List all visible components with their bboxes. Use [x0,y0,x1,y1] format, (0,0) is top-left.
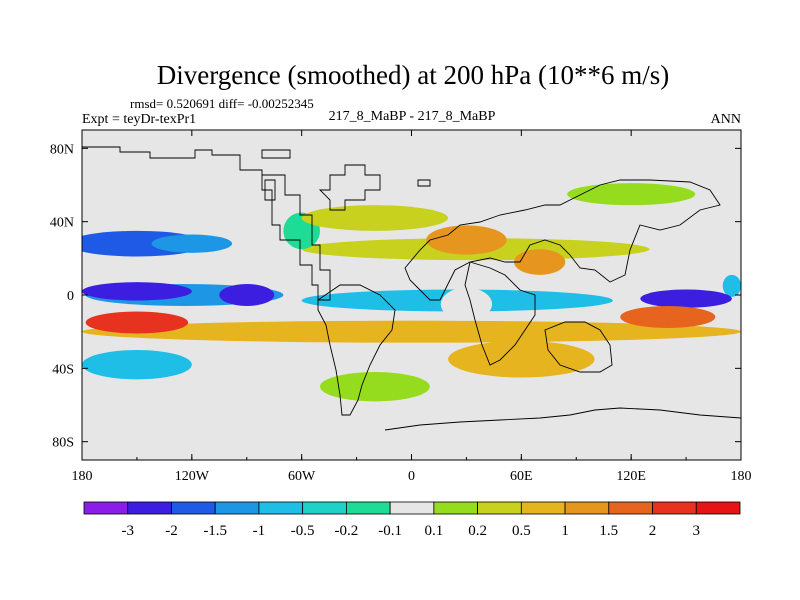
contour-blob [426,225,507,255]
x-tick-label: 180 [731,469,752,484]
colorbar-swatch [564,501,610,515]
contour-blob [85,311,189,334]
colorbar-swatch [345,501,391,515]
colorbar-label: -0.1 [378,523,402,539]
colorbar-swatch [695,501,741,515]
contour-blob [319,372,430,402]
stats-label: rmsd= 0.520691 diff= -0.00252345 [130,96,314,111]
x-tick-label: 120E [616,469,646,484]
colorbar-label: -0.5 [291,523,315,539]
colorbar-swatch [83,501,129,515]
coastlines [82,146,741,431]
colorbar-swatch [389,501,435,515]
colorbar-label: -2 [165,523,178,539]
coastline-south-america [317,284,396,416]
contour-blob [440,287,493,321]
contour-band [82,320,741,343]
contour-blob [301,205,449,231]
coastline-greenland [318,164,381,211]
colorbar-label: 2 [649,523,657,539]
colorbar-swatch [433,501,479,515]
contour-blob [620,306,716,328]
contour-blob [82,350,192,380]
colorbar-label: -1 [253,523,266,539]
case-label: 217_8_MaBP - 217_8_MaBP [329,109,496,124]
colorbar-swatch [477,501,522,515]
y-axis: 80N 40N 0 40S 80S [50,142,741,451]
colorbar-swatch [652,501,697,515]
x-tick-label: 120W [175,469,210,484]
x-tick-label: 60E [510,469,533,484]
contour-blob [448,340,595,378]
coastline-antarctica [384,407,741,431]
colorbar-label: 0.1 [424,523,443,539]
contour-blob [640,289,732,308]
x-tick-label: 60W [288,469,316,484]
coastline-eurasia-africa [404,179,721,301]
y-tick-label: 80S [52,436,74,451]
colorbar-label: 1.5 [599,523,618,539]
plot-area [82,130,741,460]
coastline-arctic-islands [261,149,431,187]
x-axis: 180 120W 60W 0 60E 120E 180 [72,130,752,484]
colorbar-label: 3 [693,523,701,539]
coastline-north-america [82,146,331,301]
colorbar-swatch [302,501,347,515]
contour-blob [82,282,192,301]
contour-blob [567,183,696,206]
contour-blob [514,249,566,275]
contour-blob [151,234,233,253]
chart-title: Divergence (smoothed) at 200 hPa (10**6 … [157,60,669,90]
colorbar-swatch [127,501,172,515]
coastline-hudson [264,179,276,201]
colorbar-label: -1.5 [203,523,227,539]
contour-band [722,274,741,297]
colorbar-label: -0.2 [335,523,359,539]
x-tick-label: 0 [408,469,415,484]
colorbar-swatch [608,501,653,515]
y-tick-label: 0 [67,289,74,304]
contour-blobs [82,183,732,402]
colorbar: -3 -2 -1.5 -1 -0.5 -0.2 -0.1 0.1 0.2 0.5 1 1.5 2 3 [83,501,741,539]
y-tick-label: 40S [52,362,74,377]
colorbar-label: 1 [561,523,569,539]
season-label: ANN [711,112,741,127]
coastline-africa [464,261,536,366]
coastline-australia [544,321,613,373]
experiment-label: Expt = teyDr-texPr1 [82,112,196,127]
x-tick-label: 180 [72,469,93,484]
colorbar-swatch [258,501,304,515]
colorbar-label: 0.2 [468,523,487,539]
colorbar-label: -3 [121,523,134,539]
colorbar-label: 0.5 [512,523,531,539]
colorbar-swatch [171,501,216,515]
colorbar-swatch [520,501,566,515]
contour-blob [219,284,275,306]
y-tick-label: 80N [50,142,74,157]
colorbar-swatch [214,501,260,515]
y-tick-label: 40N [50,216,74,231]
